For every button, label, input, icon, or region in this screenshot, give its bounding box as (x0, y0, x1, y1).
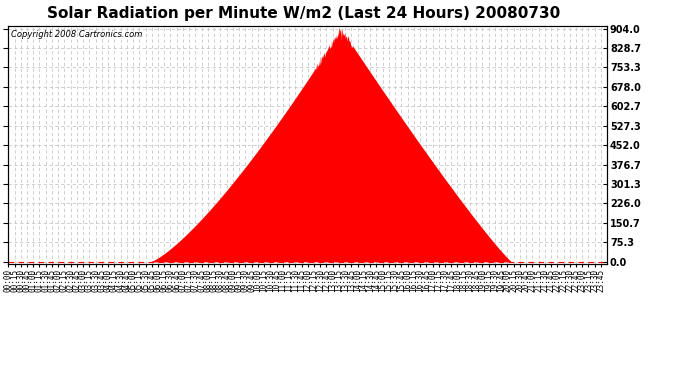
Text: Copyright 2008 Cartronics.com: Copyright 2008 Cartronics.com (11, 30, 143, 39)
Text: Solar Radiation per Minute W/m2 (Last 24 Hours) 20080730: Solar Radiation per Minute W/m2 (Last 24… (47, 6, 560, 21)
